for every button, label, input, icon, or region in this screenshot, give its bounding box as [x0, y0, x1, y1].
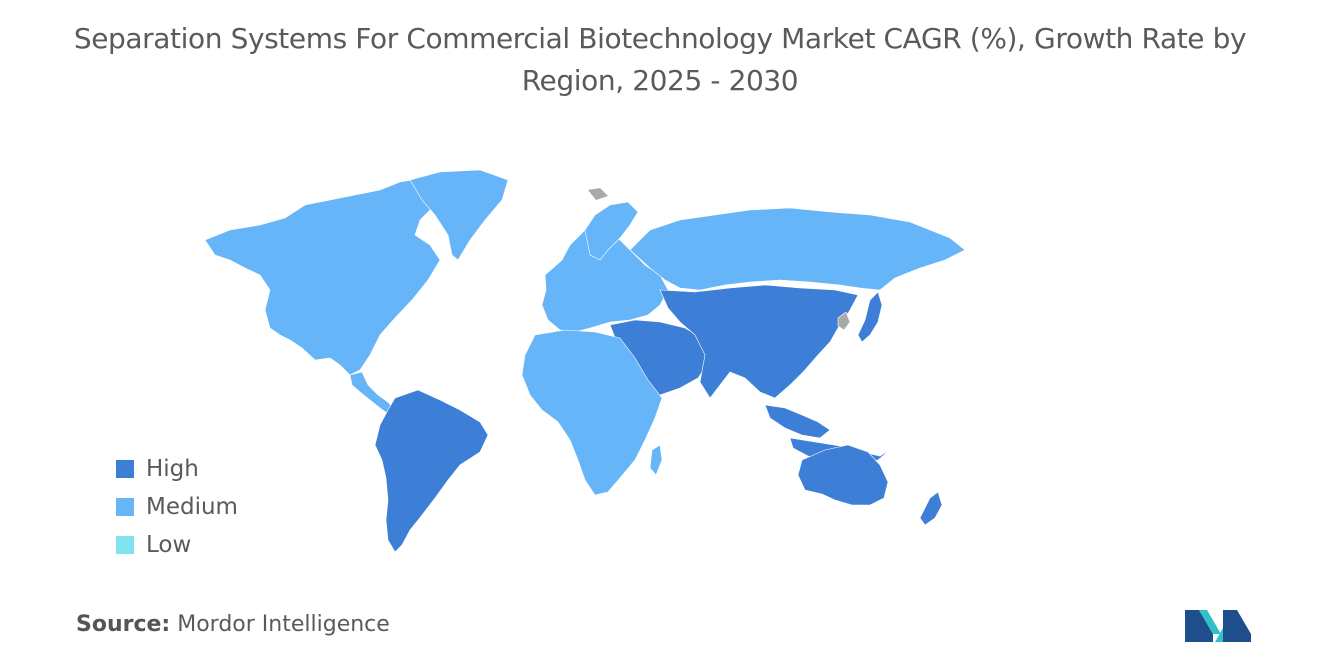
region-southeast-asia	[764, 404, 831, 439]
region-greenland	[409, 169, 509, 261]
chart-title: Separation Systems For Commercial Biotec…	[73, 22, 1247, 97]
legend-label-medium: Medium	[146, 494, 238, 520]
region-scandinavia	[584, 201, 639, 261]
region-africa	[521, 329, 663, 496]
source-label: Source:	[76, 612, 171, 637]
region-madagascar	[649, 444, 663, 476]
map-legend: High Medium Low	[116, 450, 238, 564]
region-asia	[659, 284, 859, 399]
world-map	[190, 160, 1070, 580]
legend-item-medium: Medium	[116, 488, 238, 526]
legend-swatch-high	[116, 460, 134, 478]
legend-item-low: Low	[116, 526, 238, 564]
region-central-america	[349, 371, 396, 416]
source-note: Source: Mordor Intelligence	[76, 612, 390, 637]
legend-label-high: High	[146, 456, 199, 482]
region-new-zealand	[919, 491, 943, 526]
region-korea	[837, 311, 851, 331]
legend-swatch-low	[116, 536, 134, 554]
region-japan	[857, 291, 883, 343]
region-russia	[629, 207, 966, 291]
mordor-intelligence-logo	[1185, 604, 1251, 642]
legend-label-low: Low	[146, 532, 192, 558]
legend-item-high: High	[116, 450, 238, 488]
region-north-america	[204, 177, 441, 376]
source-value: Mordor Intelligence	[177, 612, 390, 637]
region-south-america	[374, 389, 489, 553]
region-australia	[797, 444, 889, 506]
region-svalbard	[588, 188, 608, 200]
legend-swatch-medium	[116, 498, 134, 516]
